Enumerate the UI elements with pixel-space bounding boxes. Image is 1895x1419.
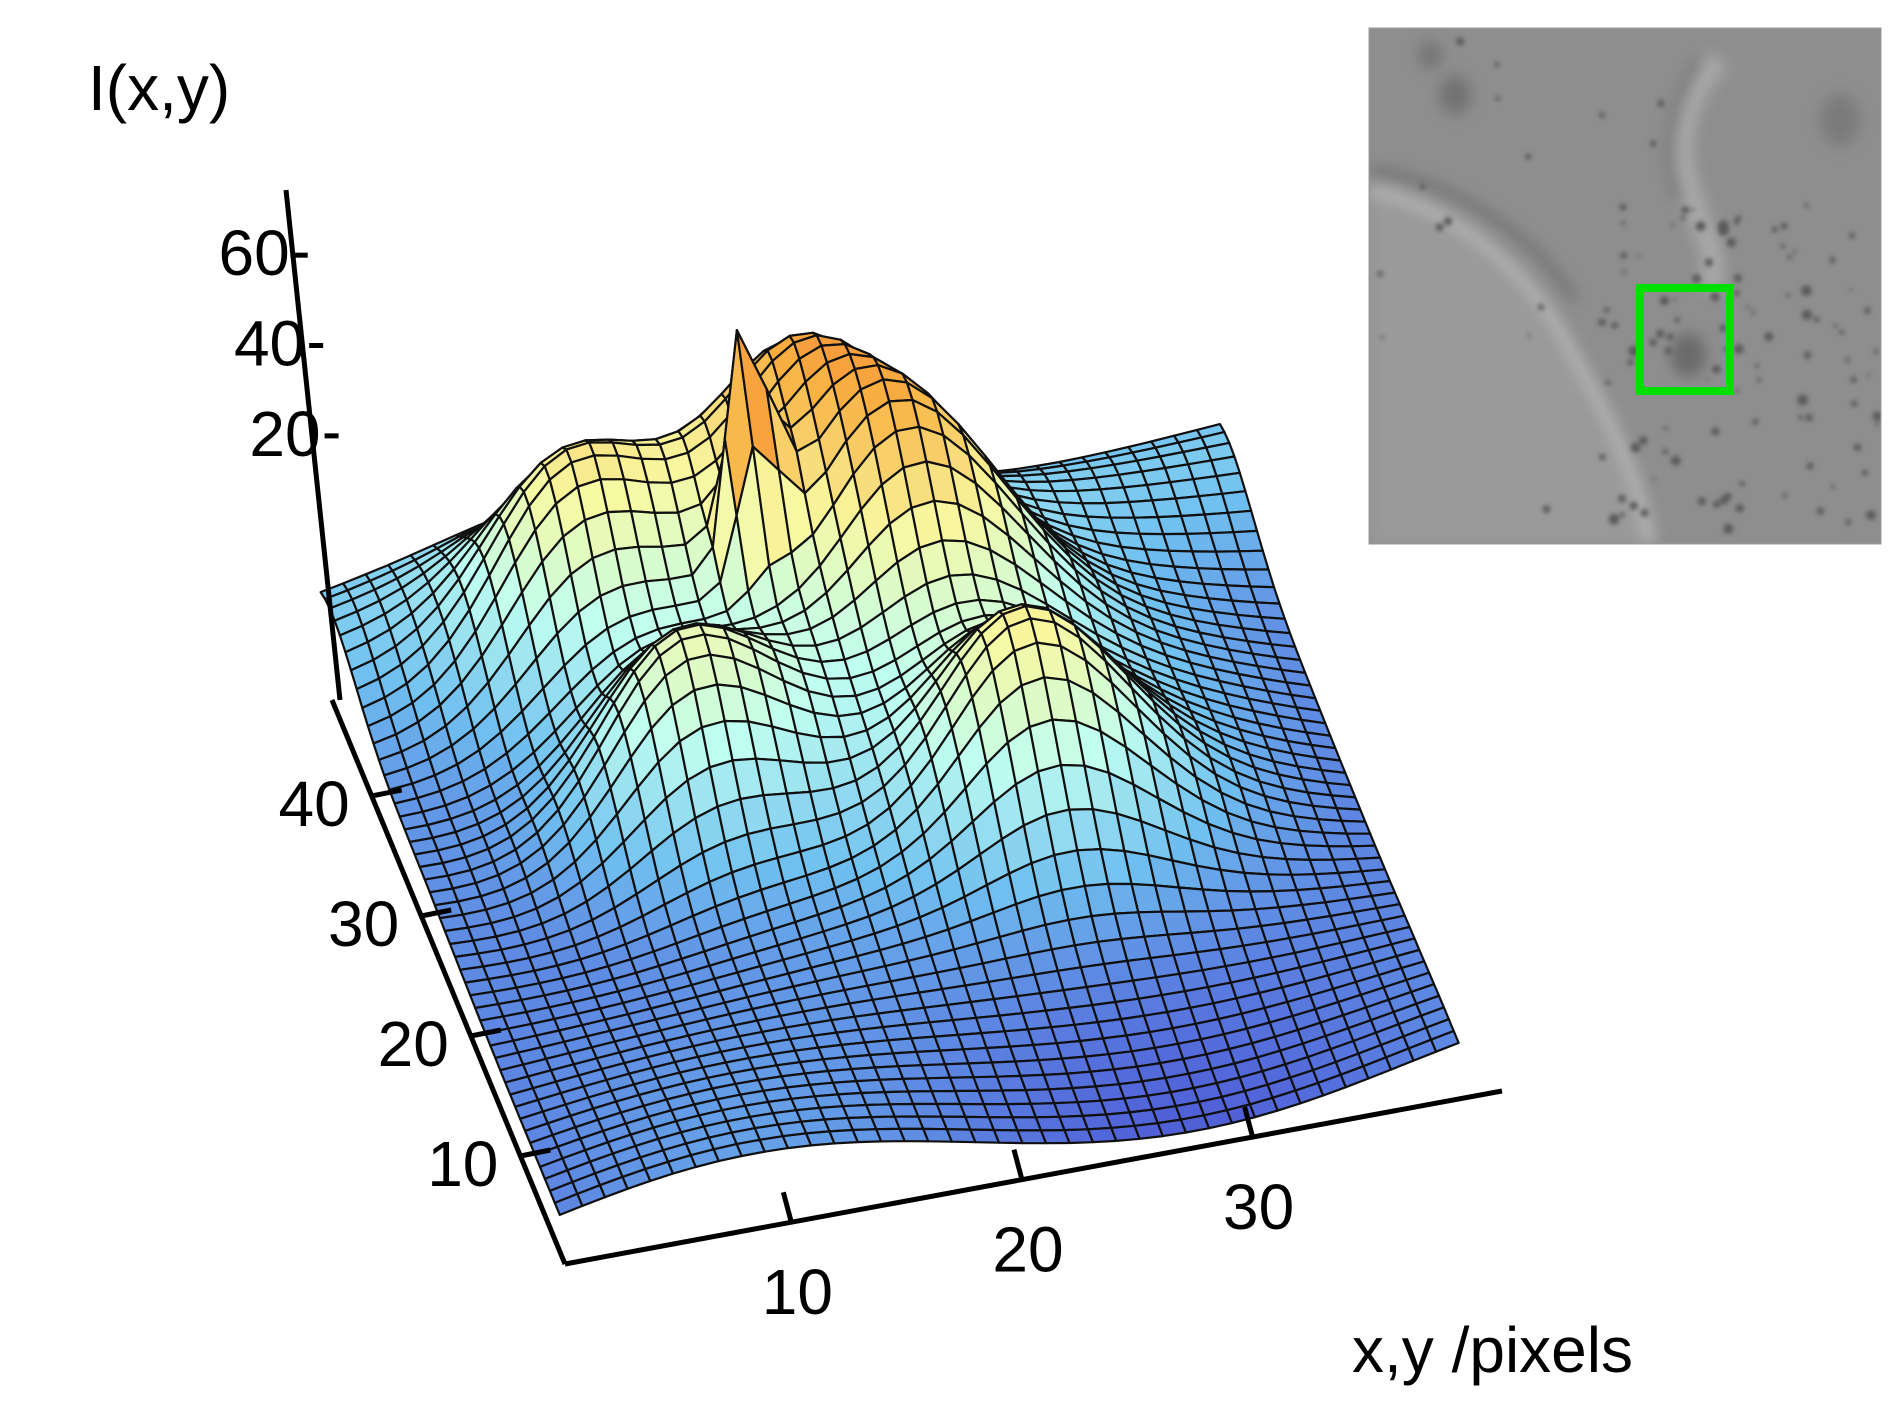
surface-patch	[1221, 490, 1253, 514]
x-tick	[1011, 1148, 1025, 1181]
y-tick-label: 10	[427, 1128, 498, 1200]
surface-patch	[1429, 1029, 1460, 1053]
y-tick-label: 30	[328, 888, 399, 960]
x-tick-label: 30	[1223, 1171, 1294, 1243]
z-tick-label: 20	[249, 398, 320, 470]
y-tick	[519, 1147, 551, 1159]
y-tick-label: 20	[378, 1008, 449, 1080]
surface-patch	[1243, 568, 1276, 589]
axes	[283, 189, 1503, 1267]
surface-patch	[1238, 549, 1270, 571]
z-axis-line	[283, 189, 343, 701]
z-axis-label: I(x,y)	[88, 52, 230, 124]
x-tick	[1242, 1106, 1256, 1138]
surface-plot	[319, 329, 1460, 1217]
z-tick-label: 60	[219, 217, 290, 289]
ticks: 20 40 60 10 20 30 40 10 20 30	[219, 217, 1295, 1328]
x-axis-line	[564, 1088, 1503, 1267]
surface-patch	[1232, 529, 1264, 553]
surface-patch	[1249, 585, 1281, 605]
z-tick-label: 40	[234, 308, 305, 380]
x-tick	[780, 1191, 794, 1223]
x-tick-label: 20	[992, 1214, 1063, 1286]
surface-patch	[1226, 509, 1259, 534]
xy-axis-label: x,y /pixels	[1352, 1314, 1633, 1386]
y-tick	[371, 787, 403, 799]
surface-patch	[1340, 819, 1372, 835]
y-tick-label: 40	[278, 768, 349, 840]
inset-frame	[1368, 27, 1882, 545]
roi-box	[1636, 284, 1734, 395]
inset-micrograph	[1368, 27, 1882, 545]
surface-patch	[1345, 832, 1377, 848]
x-tick-label: 10	[762, 1256, 833, 1328]
y-axis-line	[329, 699, 568, 1265]
y-tick	[420, 907, 452, 919]
y-tick	[470, 1027, 502, 1039]
surface-patch	[1335, 807, 1367, 823]
